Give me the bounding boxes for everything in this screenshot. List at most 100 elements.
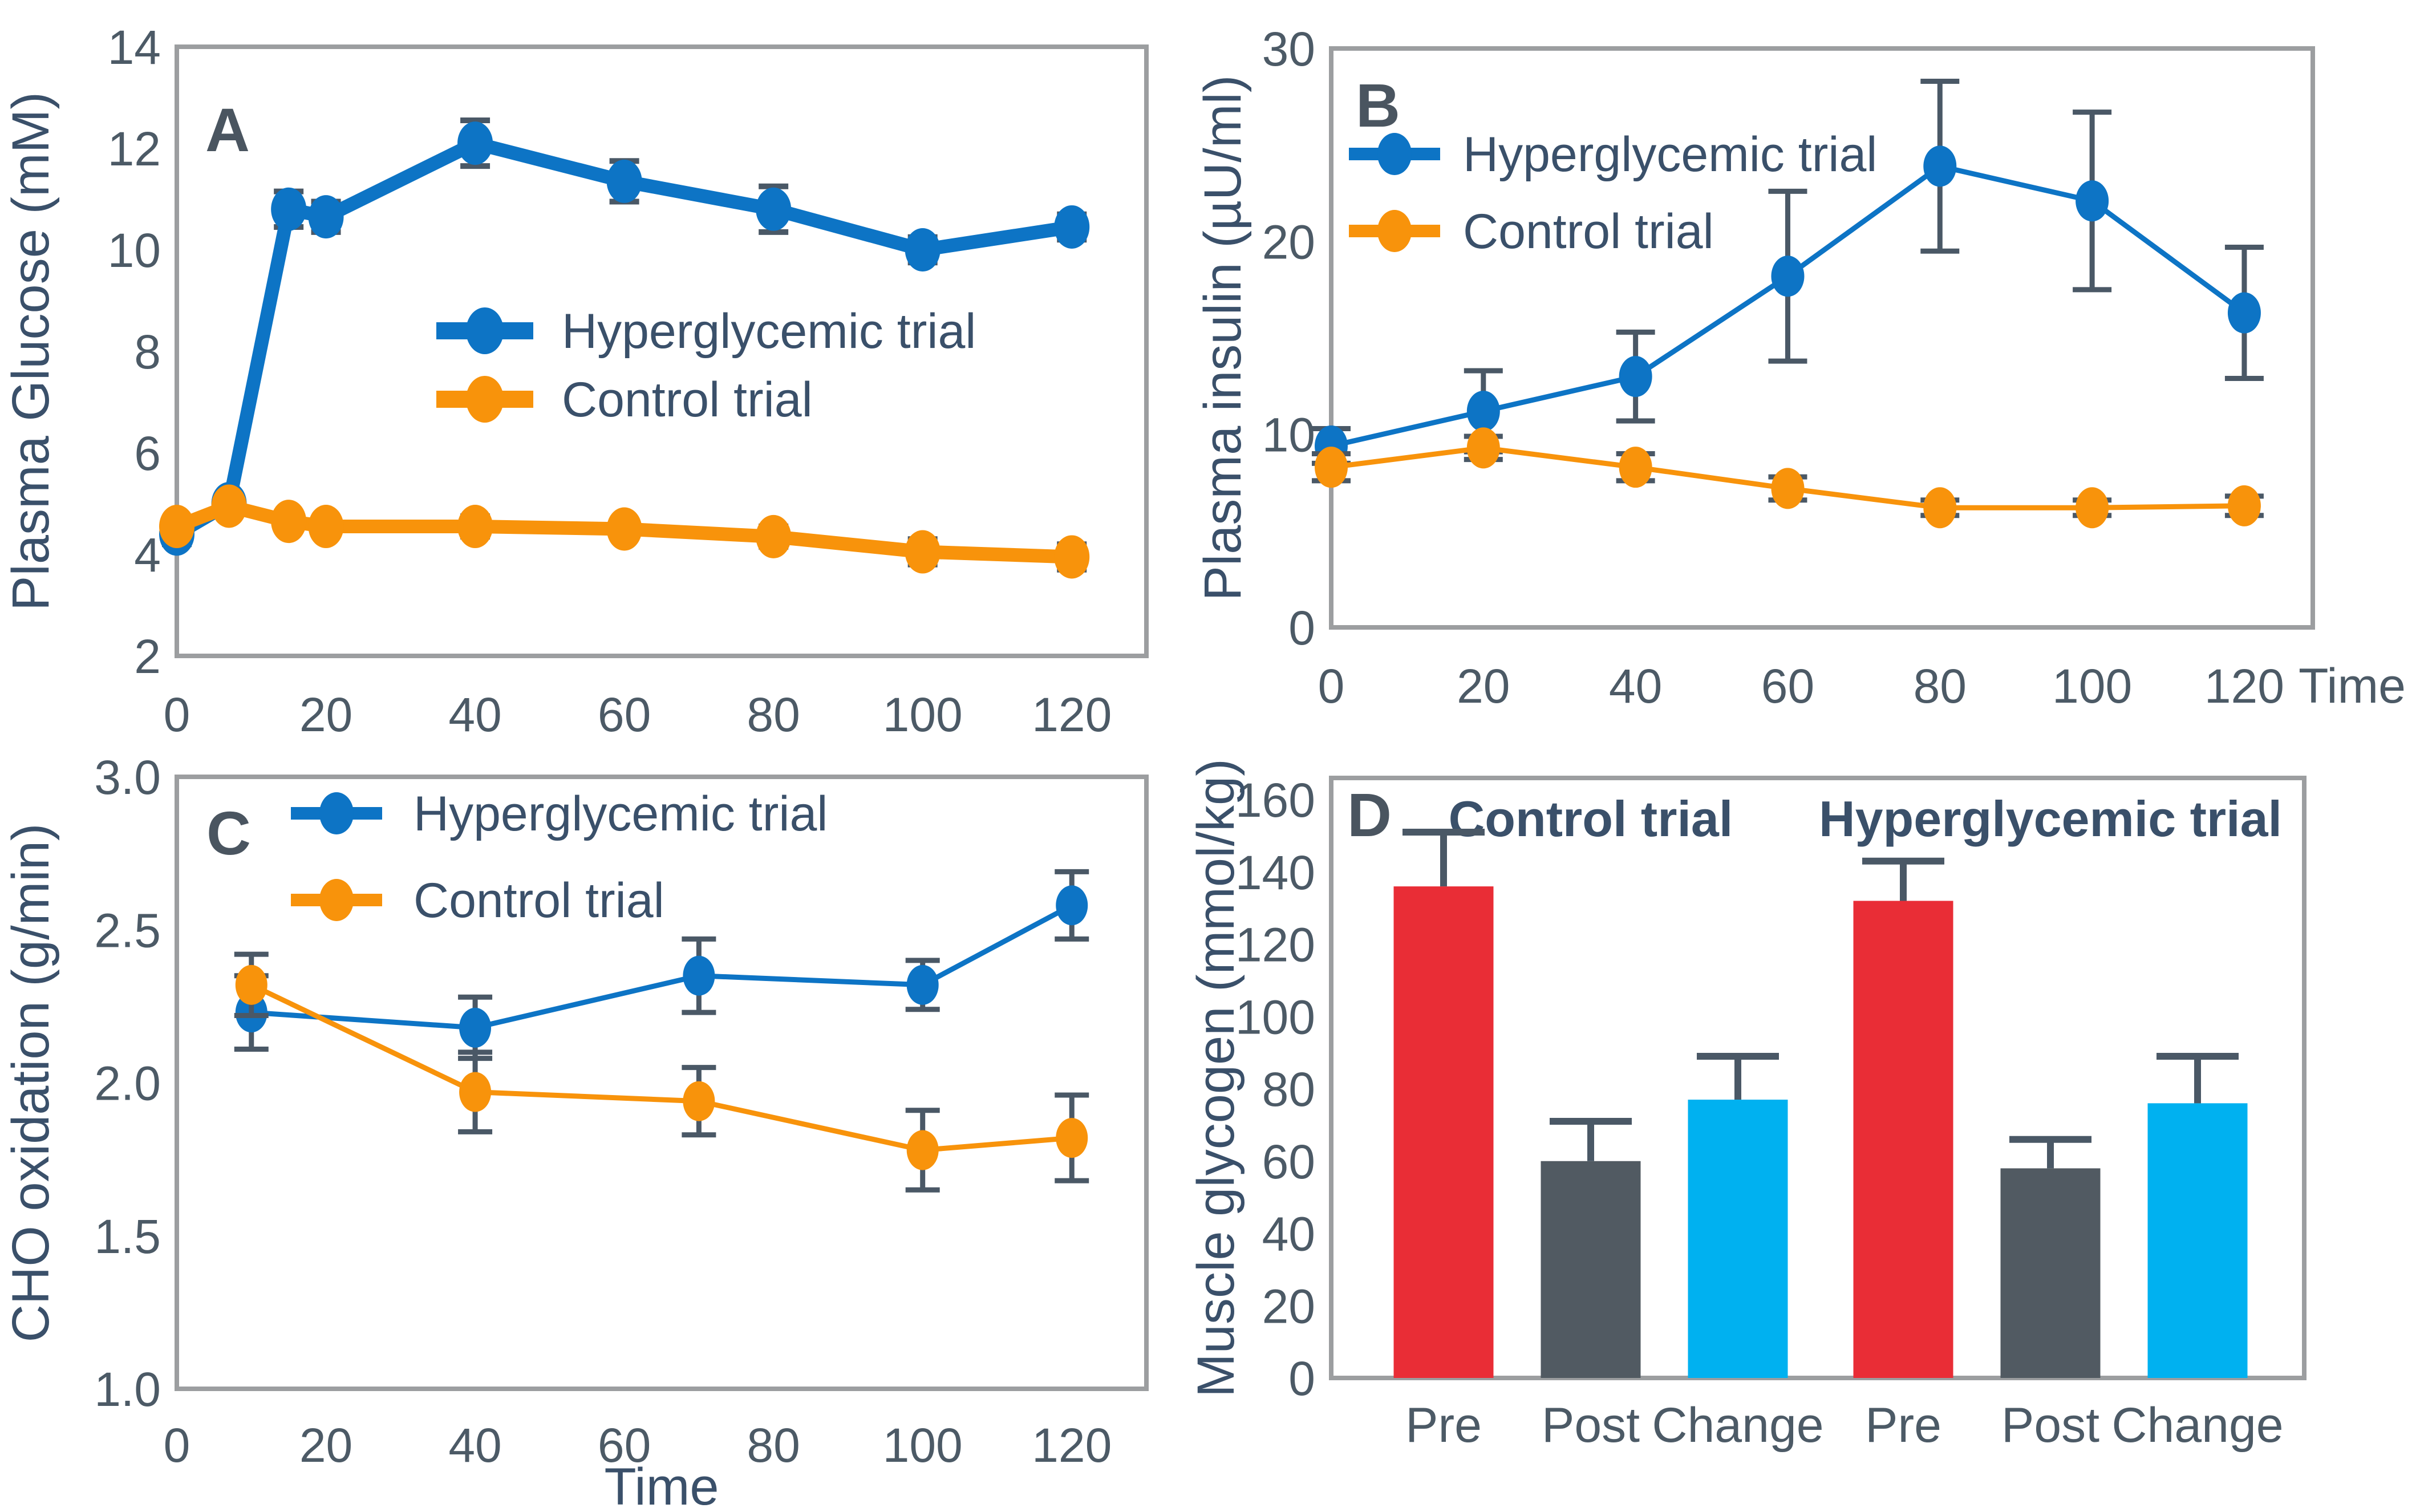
plot-frame: [1329, 46, 2315, 630]
x-tick-label: 60: [1761, 659, 1814, 713]
data-point-marker: [459, 1072, 492, 1112]
data-point-marker: [1056, 885, 1088, 926]
x-tick-label: 40: [448, 688, 501, 741]
bar-change: [1688, 1100, 1788, 1378]
y-tick-label: 20: [1262, 1279, 1315, 1333]
y-tick-label: 140: [1235, 846, 1315, 899]
data-point-marker: [1054, 535, 1090, 579]
legend-item-control: Control trial: [436, 372, 813, 427]
x-tick-label: 0: [164, 688, 190, 741]
legend-item-control: Control trial: [1349, 204, 1714, 259]
plot-frame: [175, 44, 1149, 658]
legend-label: Control trial: [414, 873, 664, 928]
x-category-label: Post: [2001, 1398, 2099, 1453]
data-point-marker: [1619, 356, 1652, 398]
y-tick-label: 40: [1262, 1207, 1315, 1261]
data-point-marker: [1619, 447, 1652, 488]
x-category-label: Change: [1652, 1398, 1823, 1453]
panel-a-chart: 2 4 6 8 10 12 14 Plasma Glucose (mM) A 0 20 40 60 80 1…: [2, 21, 1149, 741]
data-point-marker: [906, 964, 939, 1005]
bar-pre: [1853, 901, 1953, 1378]
x-tick-label: 80: [1914, 659, 1967, 713]
y-tick-label: 14: [108, 21, 161, 74]
panel-c-cho-oxidation: 1.0 1.5 2.0 2.5 3.0 CHO oxidation (g/min) C 0 20…: [0, 751, 1212, 1512]
y-tick-label: 20: [1262, 215, 1315, 269]
legend: Hyperglycemic trial Control trial: [291, 787, 828, 928]
data-point-marker: [1923, 487, 1957, 529]
legend-marker-icon: [319, 879, 354, 921]
x-tick-label: 100: [883, 1418, 963, 1472]
series-hyperglycemic: [1312, 79, 2264, 467]
y-tick-label: 2: [134, 630, 161, 683]
bar-group-control: Control trial Pre Post Change: [1393, 791, 1824, 1453]
legend-marker-icon: [1377, 133, 1412, 175]
bar-post: [1541, 1161, 1641, 1378]
x-tick-label: 100: [2052, 659, 2132, 713]
plot-frame: [175, 775, 1149, 1391]
legend-label: Hyperglycemic trial: [1463, 127, 1877, 182]
x-tick-label: 20: [1457, 659, 1510, 713]
x-tick-label: 100: [883, 688, 963, 741]
data-point-marker: [1315, 447, 1348, 488]
panel-b-plasma-insulin: 0 10 20 30 Plasma insulin (µU/ml) B 0 20 40 60 80 1…: [1194, 0, 2424, 756]
y-tick-label: 120: [1235, 918, 1315, 972]
x-tick-label: 20: [299, 688, 352, 741]
bar-post: [2000, 1168, 2101, 1378]
data-point-marker: [235, 964, 267, 1005]
legend-item-hyperglycemic: Hyperglycemic trial: [436, 304, 976, 359]
bar-group-hyperglycemic: Hyperglycemic trial Pre Post Change: [1819, 791, 2284, 1453]
x-tick-label: 40: [448, 1418, 501, 1472]
y-axis-label: Plasma Glucose (mM): [2, 92, 60, 611]
legend-item-hyperglycemic: Hyperglycemic trial: [1349, 127, 1877, 182]
data-point-marker: [1923, 145, 1957, 187]
data-point-marker: [457, 121, 493, 165]
data-point-marker: [1466, 391, 1500, 432]
panel-letter: B: [1356, 71, 1400, 140]
x-tick-label: 120: [2204, 659, 2284, 713]
data-point-marker: [308, 195, 344, 239]
x-tick-label: 60: [598, 688, 651, 741]
data-point-marker: [683, 1081, 715, 1121]
legend-marker-icon: [319, 792, 354, 834]
y-tick-label: 100: [1235, 990, 1315, 1044]
data-point-marker: [271, 500, 307, 544]
data-point-marker: [1466, 427, 1500, 469]
data-point-marker: [683, 955, 715, 996]
y-tick-label: 10: [108, 224, 161, 277]
data-point-marker: [271, 187, 307, 231]
x-tick-label: 20: [299, 1418, 352, 1472]
group-title: Control trial: [1449, 791, 1733, 847]
data-point-marker: [308, 505, 344, 549]
data-point-marker: [2076, 487, 2109, 529]
data-point-marker: [1056, 1118, 1088, 1158]
x-tick-label: 0: [164, 1418, 190, 1472]
data-point-marker: [2227, 485, 2261, 526]
legend-label: Control trial: [1463, 204, 1714, 259]
legend: Hyperglycemic trial Control trial: [436, 304, 976, 427]
data-point-marker: [2076, 180, 2109, 222]
series-control: [159, 484, 1090, 579]
y-tick-label: 12: [108, 122, 161, 176]
data-point-marker: [1771, 468, 1805, 509]
y-axis-label: CHO oxidation (g/min): [2, 823, 60, 1342]
panel-letter: A: [205, 95, 250, 164]
y-tick-label: 160: [1235, 773, 1315, 827]
legend-label: Hyperglycemic trial: [562, 304, 976, 359]
panel-d-muscle-glycogen: 0 20 40 60 80 100 120 140 160 Muscle glycogen (mm…: [1187, 756, 2424, 1512]
panel-c-chart: 1.0 1.5 2.0 2.5 3.0 CHO oxidation (g/min) C 0 20…: [2, 751, 1149, 1512]
data-point-marker: [905, 228, 941, 271]
y-tick-label: 80: [1262, 1063, 1315, 1116]
legend-label: Control trial: [562, 372, 813, 427]
y-tick-label: 8: [134, 325, 161, 379]
legend-item-hyperglycemic: Hyperglycemic trial: [291, 787, 828, 841]
data-point-marker: [606, 507, 642, 551]
y-tick-label: 10: [1262, 408, 1315, 462]
data-point-marker: [1054, 205, 1090, 249]
panel-letter: C: [206, 798, 251, 868]
data-point-marker: [756, 514, 792, 558]
series-line: [249, 982, 1075, 1153]
legend: Hyperglycemic trial Control trial: [1349, 127, 1877, 259]
y-tick-label: 3.0: [94, 751, 161, 804]
legend-marker-icon: [1377, 210, 1412, 252]
y-tick-label: 1.5: [94, 1210, 161, 1263]
